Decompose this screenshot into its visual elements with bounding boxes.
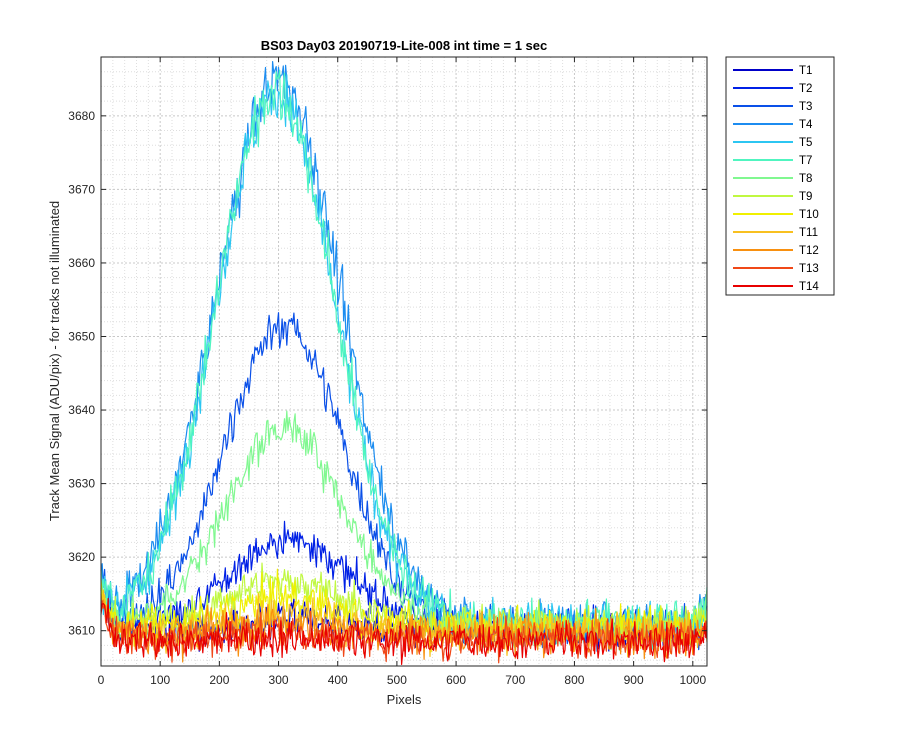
legend-label-T4: T4 bbox=[799, 119, 813, 131]
y-tick-label: 3660 bbox=[68, 256, 95, 270]
series-lines bbox=[100, 61, 708, 665]
legend-label-T5: T5 bbox=[799, 137, 812, 149]
legend-box bbox=[725, 56, 835, 296]
legend-label-T1: T1 bbox=[799, 65, 812, 77]
y-tick-label: 3650 bbox=[68, 329, 95, 343]
legend-label-T10: T10 bbox=[799, 209, 819, 221]
y-axis-label: Track Mean Signal (ADU/pix) - for tracks… bbox=[47, 201, 62, 521]
y-tick-label: 3620 bbox=[68, 550, 95, 564]
x-tick-label: 700 bbox=[505, 673, 525, 687]
legend-label-T2: T2 bbox=[799, 83, 812, 95]
x-tick-label: 800 bbox=[564, 673, 584, 687]
axis-ticks: 0 100 200 300 400 500 600 700 800 900 1000 3610 3620… bbox=[68, 57, 707, 687]
x-tick-label: 900 bbox=[624, 673, 644, 687]
x-axis-label: Pixels bbox=[387, 692, 422, 707]
legend-label-T7: T7 bbox=[799, 155, 812, 167]
legend-label-T11: T11 bbox=[799, 227, 818, 239]
chart-title: BS03 Day03 20190719-Lite-008 int time = … bbox=[261, 38, 548, 53]
y-tick-label: 3640 bbox=[68, 403, 95, 417]
legend-label-T12: T12 bbox=[799, 245, 819, 257]
legend-label-T3: T3 bbox=[799, 101, 812, 113]
x-tick-label: 100 bbox=[150, 673, 170, 687]
x-tick-label: 0 bbox=[98, 673, 105, 687]
y-tick-label: 3670 bbox=[68, 182, 95, 196]
series-line-T7 bbox=[100, 69, 708, 650]
y-tick-label: 3610 bbox=[68, 624, 95, 638]
x-tick-label: 600 bbox=[446, 673, 466, 687]
x-tick-label: 400 bbox=[328, 673, 348, 687]
x-tick-label: 1000 bbox=[679, 673, 706, 687]
legend: T1 T2 T3 T4 T5 T7 T8 T9 T10 T11 T12 T13 T14 bbox=[725, 56, 835, 296]
legend-label-T8: T8 bbox=[799, 173, 812, 185]
legend-label-T9: T9 bbox=[799, 191, 812, 203]
plot-frame bbox=[100, 56, 708, 667]
series-line-T12 bbox=[100, 594, 708, 663]
y-tick-label: 3630 bbox=[68, 477, 95, 491]
x-tick-label: 500 bbox=[387, 673, 407, 687]
y-tick-label: 3680 bbox=[68, 109, 95, 123]
legend-label-T13: T13 bbox=[799, 263, 819, 275]
series-line-T14 bbox=[100, 598, 708, 665]
x-tick-label: 300 bbox=[269, 673, 289, 687]
x-tick-label: 200 bbox=[209, 673, 229, 687]
legend-label-T14: T14 bbox=[799, 281, 819, 293]
